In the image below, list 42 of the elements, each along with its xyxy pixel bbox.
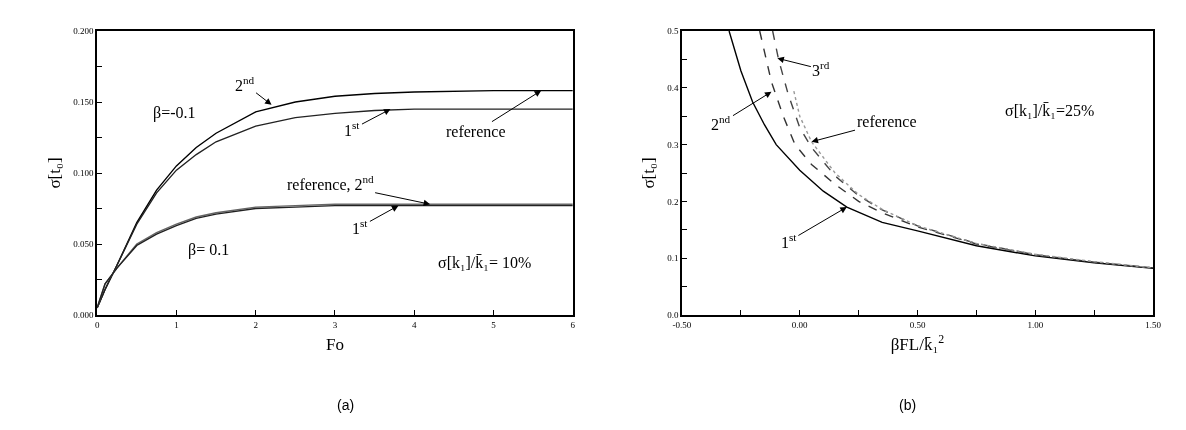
annotation: 2$^{nd}$ <box>235 74 255 94</box>
x-tick-label: 3 <box>332 319 338 330</box>
annotation: 2$^{nd}$ <box>711 113 731 133</box>
annotation: σ[k₁]/k̄₁= 10% <box>438 254 532 271</box>
y-tick-label: 0.4 <box>667 82 679 93</box>
y-tick-label: 0.1 <box>667 253 679 264</box>
annotation: σ[k₁]/k̄₁=25% <box>1005 102 1095 119</box>
x-tick-label: 6 <box>570 319 576 330</box>
y-tick-label: 0.100 <box>73 168 95 179</box>
x-tick-label: 1.00 <box>1027 319 1044 330</box>
annotation: β=-0.1 <box>153 104 196 122</box>
annotation: 1$^{st}$ <box>781 231 798 251</box>
y-tick-label: 0.050 <box>73 239 95 250</box>
y-tick-label: 0.2 <box>667 196 679 207</box>
annotation: 1$^{st}$ <box>352 217 369 237</box>
x-tick-label: 2 <box>253 319 258 330</box>
x-axis-title: Fo <box>325 335 344 355</box>
annotation: 3$^{rd}$ <box>812 59 830 79</box>
annotation: reference <box>446 123 506 140</box>
x-tick-label: 0 <box>94 319 100 330</box>
x-tick-label: 1.50 <box>1145 319 1162 330</box>
y-tick-label: 0.000 <box>73 310 95 321</box>
y-axis-title: σ[t₀] <box>45 157 65 189</box>
x-tick-label: -0.50 <box>672 319 692 330</box>
annotation: β= 0.1 <box>188 241 230 259</box>
y-tick-label: 0.5 <box>667 26 679 37</box>
annotation: 1$^{st}$ <box>344 119 361 139</box>
y-tick-label: 0.0 <box>667 310 679 321</box>
annotation: reference, 2$^{nd}$ <box>287 173 375 193</box>
x-tick-label: 0.50 <box>909 319 926 330</box>
x-tick-label: 4 <box>412 319 417 330</box>
x-axis-title: βFL/k̄₁$^{2}$ <box>890 332 945 355</box>
y-tick-label: 0.200 <box>73 26 95 37</box>
text: (b) <box>899 397 917 413</box>
y-tick-label: 0.150 <box>73 97 95 108</box>
annotation: reference <box>857 113 917 130</box>
y-axis-title: σ[t₀] <box>639 157 659 189</box>
y-tick-label: 0.3 <box>667 139 679 150</box>
text: (a) <box>337 397 355 413</box>
x-tick-label: 5 <box>491 319 497 330</box>
x-tick-label: 0.00 <box>791 319 809 330</box>
x-tick-label: 1 <box>174 319 179 330</box>
